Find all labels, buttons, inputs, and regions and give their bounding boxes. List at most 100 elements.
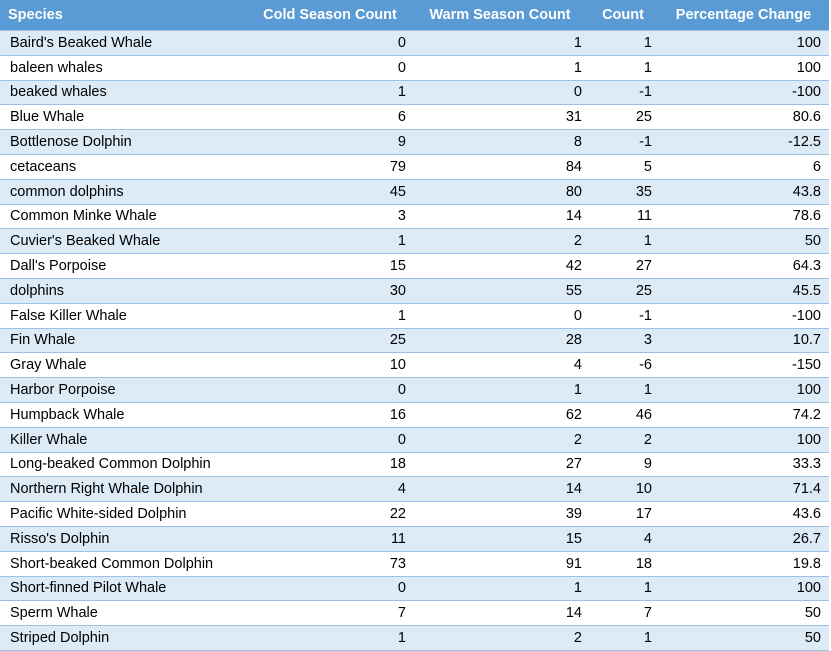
warm-season-count-cell[interactable]: 4 — [412, 352, 588, 379]
count-cell[interactable]: 35 — [588, 178, 658, 205]
cold-season-count-cell[interactable]: 0 — [248, 426, 412, 453]
header-species[interactable]: Species — [0, 0, 248, 31]
cold-season-count-cell[interactable]: 7 — [248, 600, 412, 627]
cold-season-count-cell[interactable]: 15 — [248, 253, 412, 279]
cold-season-count-cell[interactable]: 10 — [248, 352, 412, 379]
count-cell[interactable]: 46 — [588, 401, 658, 428]
cold-season-count-cell[interactable]: 0 — [248, 575, 412, 602]
species-cell[interactable]: Harbor Porpoise — [0, 377, 248, 403]
species-cell[interactable]: Long-beaked Common Dolphin — [0, 451, 248, 478]
warm-season-count-cell[interactable]: 2 — [412, 426, 588, 453]
count-cell[interactable]: 1 — [588, 575, 658, 602]
count-cell[interactable]: 9 — [588, 451, 658, 478]
percentage-change-cell[interactable]: 80.6 — [658, 104, 829, 131]
count-cell[interactable]: -1 — [588, 79, 658, 106]
species-cell[interactable]: Common Minke Whale — [0, 203, 248, 230]
percentage-change-cell[interactable]: -100 — [658, 302, 829, 329]
count-cell[interactable]: 4 — [588, 525, 658, 552]
species-cell[interactable]: Fin Whale — [0, 327, 248, 354]
percentage-change-cell[interactable]: 43.8 — [658, 178, 829, 205]
cold-season-count-cell[interactable]: 1 — [248, 228, 412, 255]
species-cell[interactable]: Humpback Whale — [0, 401, 248, 428]
header-count[interactable]: Count — [588, 0, 658, 31]
cold-season-count-cell[interactable]: 1 — [248, 302, 412, 329]
warm-season-count-cell[interactable]: 14 — [412, 203, 588, 230]
percentage-change-cell[interactable]: 50 — [658, 228, 829, 255]
cold-season-count-cell[interactable]: 45 — [248, 178, 412, 205]
percentage-change-cell[interactable]: 100 — [658, 377, 829, 403]
species-cell[interactable]: baleen whales — [0, 54, 248, 81]
species-cell[interactable]: Risso's Dolphin — [0, 525, 248, 552]
species-cell[interactable]: Blue Whale — [0, 104, 248, 131]
count-cell[interactable]: 27 — [588, 253, 658, 279]
count-cell[interactable]: 1 — [588, 228, 658, 255]
cold-season-count-cell[interactable]: 1 — [248, 79, 412, 106]
species-cell[interactable]: Bottlenose Dolphin — [0, 129, 248, 155]
cold-season-count-cell[interactable]: 18 — [248, 451, 412, 478]
percentage-change-cell[interactable]: 6 — [658, 153, 829, 180]
warm-season-count-cell[interactable]: 91 — [412, 550, 588, 577]
cold-season-count-cell[interactable]: 25 — [248, 327, 412, 354]
count-cell[interactable]: 10 — [588, 476, 658, 503]
percentage-change-cell[interactable]: 100 — [658, 54, 829, 81]
warm-season-count-cell[interactable]: 62 — [412, 401, 588, 428]
warm-season-count-cell[interactable]: 1 — [412, 575, 588, 602]
warm-season-count-cell[interactable]: 1 — [412, 30, 588, 56]
cold-season-count-cell[interactable]: 4 — [248, 476, 412, 503]
percentage-change-cell[interactable]: 64.3 — [658, 253, 829, 279]
species-cell[interactable]: Dall's Porpoise — [0, 253, 248, 279]
species-cell[interactable]: Pacific White-sided Dolphin — [0, 501, 248, 527]
percentage-change-cell[interactable]: 19.8 — [658, 550, 829, 577]
warm-season-count-cell[interactable]: 2 — [412, 228, 588, 255]
species-cell[interactable]: Short-beaked Common Dolphin — [0, 550, 248, 577]
cold-season-count-cell[interactable]: 16 — [248, 401, 412, 428]
count-cell[interactable]: 25 — [588, 104, 658, 131]
species-cell[interactable]: Northern Right Whale Dolphin — [0, 476, 248, 503]
species-cell[interactable]: dolphins — [0, 277, 248, 304]
count-cell[interactable]: -1 — [588, 302, 658, 329]
species-cell[interactable]: Striped Dolphin — [0, 625, 248, 651]
cold-season-count-cell[interactable]: 9 — [248, 129, 412, 155]
header-percentage-change[interactable]: Percentage Change — [658, 0, 829, 31]
percentage-change-cell[interactable]: 74.2 — [658, 401, 829, 428]
warm-season-count-cell[interactable]: 27 — [412, 451, 588, 478]
cold-season-count-cell[interactable]: 0 — [248, 377, 412, 403]
percentage-change-cell[interactable]: 43.6 — [658, 501, 829, 527]
species-cell[interactable]: common dolphins — [0, 178, 248, 205]
percentage-change-cell[interactable]: 45.5 — [658, 277, 829, 304]
percentage-change-cell[interactable]: 50 — [658, 600, 829, 627]
species-cell[interactable]: Cuvier's Beaked Whale — [0, 228, 248, 255]
cold-season-count-cell[interactable]: 6 — [248, 104, 412, 131]
count-cell[interactable]: 1 — [588, 377, 658, 403]
percentage-change-cell[interactable]: 78.6 — [658, 203, 829, 230]
species-cell[interactable]: cetaceans — [0, 153, 248, 180]
percentage-change-cell[interactable]: 100 — [658, 575, 829, 602]
header-warm-season-count[interactable]: Warm Season Count — [412, 0, 588, 31]
percentage-change-cell[interactable]: 100 — [658, 426, 829, 453]
warm-season-count-cell[interactable]: 0 — [412, 302, 588, 329]
percentage-change-cell[interactable]: 71.4 — [658, 476, 829, 503]
cold-season-count-cell[interactable]: 79 — [248, 153, 412, 180]
percentage-change-cell[interactable]: 100 — [658, 30, 829, 56]
species-cell[interactable]: Gray Whale — [0, 352, 248, 379]
cold-season-count-cell[interactable]: 0 — [248, 30, 412, 56]
warm-season-count-cell[interactable]: 42 — [412, 253, 588, 279]
warm-season-count-cell[interactable]: 14 — [412, 476, 588, 503]
count-cell[interactable]: 3 — [588, 327, 658, 354]
warm-season-count-cell[interactable]: 28 — [412, 327, 588, 354]
species-cell[interactable]: Sperm Whale — [0, 600, 248, 627]
cold-season-count-cell[interactable]: 11 — [248, 525, 412, 552]
count-cell[interactable]: 1 — [588, 54, 658, 81]
count-cell[interactable]: 1 — [588, 30, 658, 56]
count-cell[interactable]: 5 — [588, 153, 658, 180]
count-cell[interactable]: 2 — [588, 426, 658, 453]
species-cell[interactable]: False Killer Whale — [0, 302, 248, 329]
warm-season-count-cell[interactable]: 55 — [412, 277, 588, 304]
warm-season-count-cell[interactable]: 1 — [412, 377, 588, 403]
count-cell[interactable]: 1 — [588, 625, 658, 651]
percentage-change-cell[interactable]: 50 — [658, 625, 829, 651]
species-cell[interactable]: Killer Whale — [0, 426, 248, 453]
species-cell[interactable]: Short-finned Pilot Whale — [0, 575, 248, 602]
percentage-change-cell[interactable]: -12.5 — [658, 129, 829, 155]
warm-season-count-cell[interactable]: 39 — [412, 501, 588, 527]
